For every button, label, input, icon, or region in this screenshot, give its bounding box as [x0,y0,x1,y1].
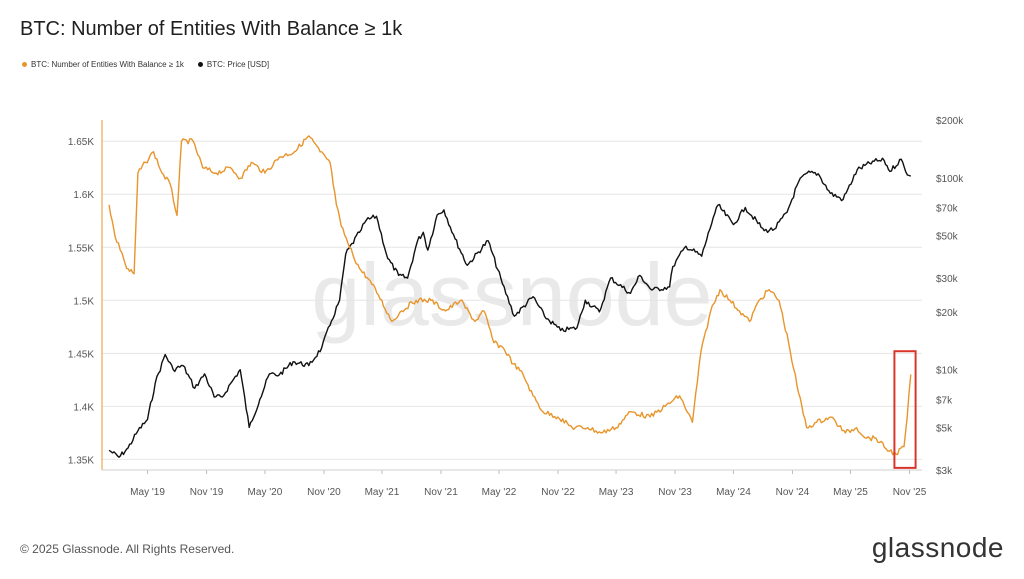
y-right-tick-label: $30k [936,274,959,285]
copyright-text: © 2025 Glassnode. All Rights Reserved. [20,542,235,556]
y-left-tick-label: 1.55K [68,243,94,254]
legend-dot-price [197,62,203,67]
y-right-tick-label: $10k [936,366,959,377]
legend-label-entities: BTC: Number of Entities With Balance ≥ 1… [31,60,184,69]
entities-series-line [108,135,912,456]
y-right-tick-label: $100k [936,174,964,185]
price-series-line [108,157,912,458]
legend-item-price[interactable]: BTC: Price [USD] [197,60,270,69]
y-left-tick-label: 1.4K [73,402,94,413]
y-right-tick-label: $70k [936,203,959,214]
x-tick-label: May '24 [716,487,751,498]
y-left-tick-label: 1.5K [73,296,94,307]
legend-label-price: BTC: Price [USD] [206,60,270,69]
chart-legend: BTC: Number of Entities With Balance ≥ 1… [22,60,269,69]
x-tick-label: May '22 [482,487,517,498]
y-left-tick-label: 1.35K [68,455,94,466]
x-tick-label: Nov '19 [190,487,224,498]
brand-logo: glassnode [871,532,1004,563]
legend-dot-entities [22,62,27,67]
y-right-tick-label: $20k [936,308,959,319]
x-tick-label: May '23 [599,487,634,498]
y-left-tick-label: 1.65K [68,137,94,148]
x-tick-label: Nov '21 [424,487,458,498]
y-left-tick-label: 1.6K [73,190,94,201]
y-right-tick-label: $50k [936,232,959,243]
y-right-tick-label: $3k [936,466,953,477]
x-tick-label: Nov '22 [541,487,575,498]
x-tick-label: May '21 [365,487,400,498]
highlight-box [893,350,917,469]
x-tick-label: Nov '25 [893,487,927,498]
page-title: BTC: Number of Entities With Balance ≥ 1… [20,18,403,40]
y-right-tick-label: $200k [936,116,964,127]
x-tick-label: May '25 [833,487,868,498]
x-tick-label: May '20 [248,487,283,498]
y-right-tick-label: $5k [936,423,953,434]
watermark-text: glassnode [311,245,712,344]
legend-item-entities[interactable]: BTC: Number of Entities With Balance ≥ 1… [22,60,184,69]
x-tick-label: Nov '24 [776,487,810,498]
y-left-tick-label: 1.45K [68,349,94,360]
x-tick-label: May '19 [130,487,165,498]
y-right-tick-label: $7k [936,395,953,406]
x-tick-label: Nov '20 [307,487,341,498]
x-tick-label: Nov '23 [658,487,692,498]
